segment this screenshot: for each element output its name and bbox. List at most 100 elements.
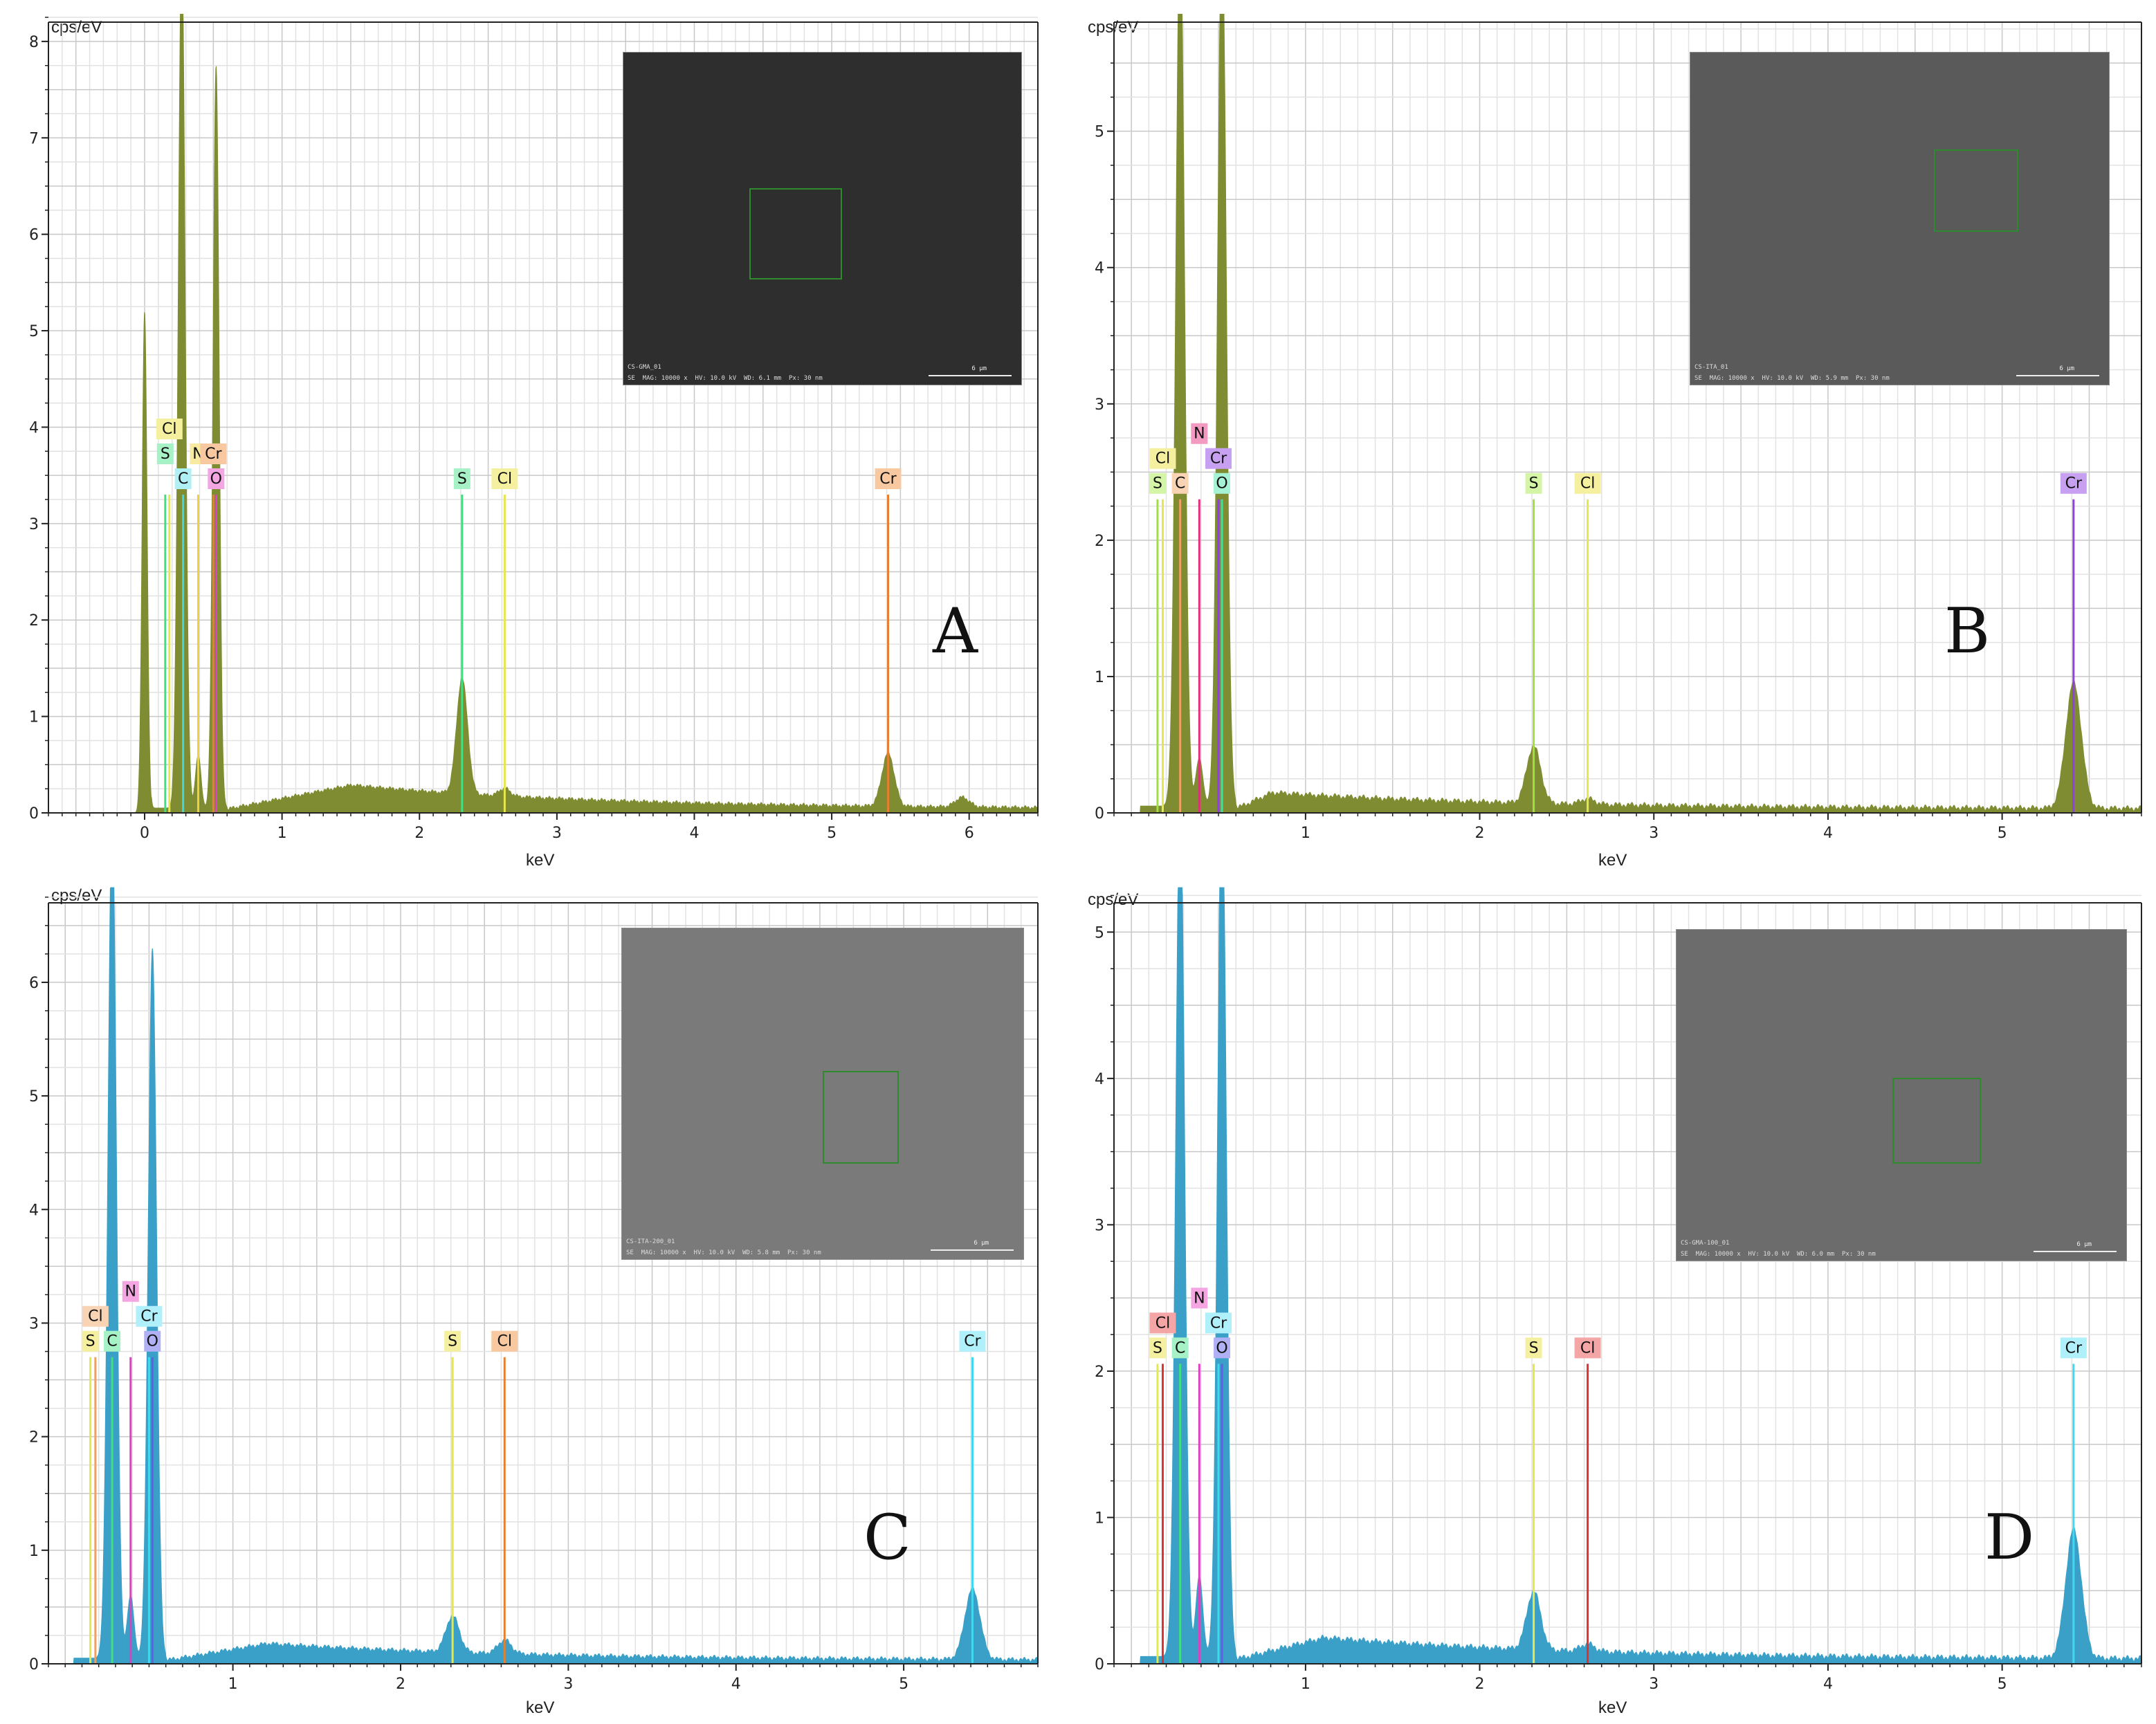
element-label-box	[491, 1330, 518, 1352]
element-label-text: Cl	[162, 421, 176, 438]
element-label-box	[104, 1330, 121, 1352]
scale-bar-label: 6 µm	[2076, 1241, 2092, 1248]
spectrum-area	[1114, 14, 2142, 814]
element-label-box	[1191, 423, 1208, 444]
element-label-box	[144, 1330, 161, 1352]
x-tick-label: 2	[396, 1676, 405, 1693]
spectrum-area	[48, 14, 1039, 814]
sem-caption: SE MAG: 10000 x HV: 10.0 kV WD: 6.1 mm P…	[628, 375, 823, 382]
panel-letter: D	[1984, 1501, 2035, 1574]
x-tick-label: 5	[1998, 825, 2007, 842]
element-label-text: Cr	[1210, 1314, 1227, 1332]
element-label: O	[144, 1330, 161, 1352]
y-tick-label: 3	[29, 516, 39, 533]
analysis-region-box	[823, 1071, 899, 1164]
element-label-box	[1149, 473, 1166, 494]
element-label: Cr	[136, 1305, 163, 1327]
x-tick-label: 6	[965, 825, 974, 842]
element-label-box	[82, 1305, 109, 1327]
element-label: S	[156, 443, 174, 465]
y-tick-label: 4	[29, 419, 39, 437]
element-label: Cr	[1205, 448, 1232, 469]
x-tick-label: 5	[899, 1676, 908, 1693]
x-axis-label: keV	[526, 851, 555, 870]
y-tick-label: 5	[1095, 924, 1104, 942]
x-tick-label: 2	[1475, 825, 1485, 842]
element-label-text: C	[178, 470, 188, 488]
element-label-text: O	[210, 470, 222, 488]
panel-letter: A	[933, 595, 978, 668]
y-tick-label: 7	[29, 130, 39, 147]
y-tick-label: 4	[1095, 260, 1104, 277]
x-tick-label: 0	[140, 825, 149, 842]
element-label-text: C	[107, 1333, 117, 1350]
y-tick-label: 4	[1095, 1071, 1104, 1088]
element-label-text: Cr	[140, 1308, 158, 1326]
sem-caption: SE MAG: 10000 x HV: 10.0 kV WD: 5.9 mm P…	[1694, 375, 1890, 382]
element-label-box	[174, 468, 192, 490]
element-label-text: Cl	[497, 470, 512, 488]
element-label-text: S	[448, 1333, 457, 1350]
y-tick-label: 0	[1095, 1656, 1104, 1673]
element-label-text: S	[1529, 1339, 1539, 1357]
y-tick-label: 1	[29, 1543, 39, 1560]
x-tick-label: 4	[1823, 825, 1833, 842]
element-label: Cl	[1149, 448, 1176, 469]
sample-id-caption: CS-ITA-200_01	[626, 1238, 675, 1245]
y-tick-label: 3	[1095, 1217, 1104, 1234]
x-tick-label: 3	[1649, 1676, 1659, 1693]
y-tick-label: 5	[1095, 124, 1104, 141]
element-label: C	[174, 468, 192, 490]
element-label: N	[1191, 423, 1208, 444]
element-label-text: Cl	[497, 1333, 512, 1350]
element-label-box	[1149, 1312, 1176, 1334]
element-label: Cr	[1205, 1312, 1232, 1334]
panel-c: cps/eV Cl S C N Cr O S Cl Cr 1 2 3 4 5 0 1 2 3 4 5 6 keV C C…	[21, 882, 1045, 1719]
sem-micrograph-a: CS-GMA_01 SE MAG: 10000 x HV: 10.0 kV WD…	[623, 52, 1022, 385]
y-tick-label: 1	[1095, 669, 1104, 686]
y-tick-label: 2	[1095, 1364, 1104, 1381]
element-label-box	[1214, 473, 1231, 494]
element-label-text: N	[125, 1283, 136, 1301]
y-tick-label: 0	[29, 805, 39, 823]
x-tick-label: 4	[1823, 1676, 1833, 1693]
element-label-box	[1149, 1337, 1166, 1359]
element-label-text: Cr	[964, 1333, 981, 1350]
element-label-text: Cr	[2065, 475, 2083, 493]
y-tick-label: 6	[29, 227, 39, 244]
x-tick-label: 3	[1649, 825, 1659, 842]
analysis-region-box	[749, 188, 842, 279]
x-axis-label: keV	[1598, 851, 1627, 870]
sem-caption: SE MAG: 10000 x HV: 10.0 kV WD: 5.8 mm P…	[626, 1249, 821, 1256]
element-label: N	[122, 1281, 139, 1302]
y-tick-label: 0	[1095, 805, 1104, 823]
element-label: Cl	[82, 1305, 109, 1327]
element-label: S	[82, 1330, 99, 1352]
y-tick-label: 6	[29, 975, 39, 992]
scale-bar	[2034, 1251, 2117, 1252]
x-tick-label: 5	[827, 825, 837, 842]
element-label: Cl	[491, 1330, 518, 1352]
element-label-box	[491, 468, 518, 490]
element-label: C	[1171, 473, 1189, 494]
sem-micrograph-c: CS-ITA-200_01 SE MAG: 10000 x HV: 10.0 k…	[621, 928, 1024, 1260]
sample-id-caption: CS-GMA-100_01	[1681, 1240, 1730, 1247]
y-tick-label: 5	[29, 323, 39, 340]
element-label-box	[156, 419, 183, 440]
element-label: Cl	[1149, 1312, 1176, 1334]
y-tick-label: 1	[29, 709, 39, 726]
x-tick-label: 3	[563, 1676, 573, 1693]
element-label-text: O	[147, 1333, 158, 1350]
analysis-region-box	[1892, 1078, 1981, 1164]
scale-bar	[2016, 375, 2099, 376]
y-axis-label: cps/eV	[51, 886, 102, 905]
element-label: Cl	[1574, 1337, 1601, 1359]
element-label-box	[444, 1330, 462, 1352]
element-label-text: Cl	[88, 1308, 102, 1326]
y-axis-label: cps/eV	[51, 18, 102, 37]
element-label-text: S	[1529, 475, 1539, 493]
element-label-box	[1171, 1337, 1189, 1359]
element-label-text: Cr	[879, 470, 897, 488]
